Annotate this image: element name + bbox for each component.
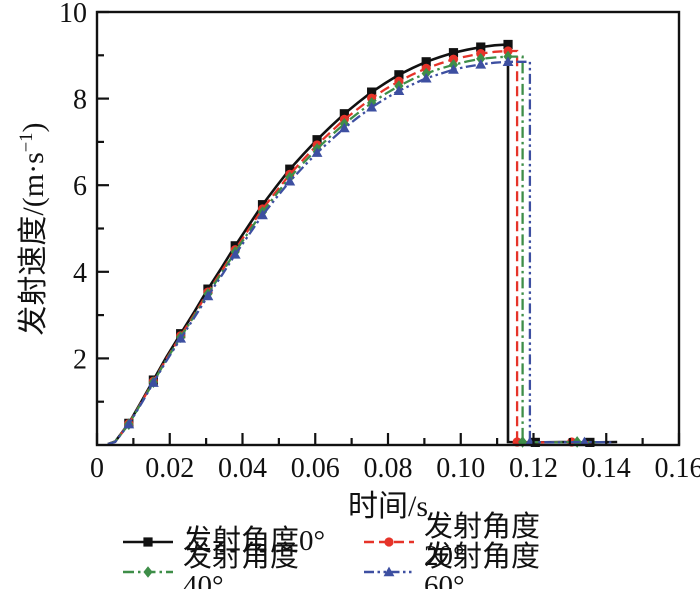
x-tick-label: 0.10: [436, 453, 485, 484]
legend-key-0: [123, 536, 173, 547]
series-2-markers: [124, 50, 582, 448]
y-tick-labels: 2 4 6 8 10: [59, 0, 87, 375]
y-axis-label-text: 发射速度/(m·s: [17, 152, 50, 336]
legend-key-1: [364, 536, 414, 547]
series-3-line: [107, 60, 612, 446]
legend-key-3: [364, 566, 414, 576]
y-axis-label-superscript: −1: [16, 132, 37, 153]
legend-label-2: 发射角度40°: [183, 540, 300, 589]
y-axis-label-suffix: ): [17, 122, 50, 133]
y-tick-label: 2: [73, 344, 87, 375]
y-axis-label: 发射速度/(m·s−1): [8, 122, 52, 335]
plot-border: [95, 10, 681, 447]
x-tick-label: 0.08: [364, 453, 413, 484]
legend-item-2: 发射角度40°: [122, 542, 337, 589]
series-2-line: [107, 55, 605, 446]
series-1-line: [107, 49, 600, 446]
x-tick-label: 0: [90, 453, 104, 484]
series-0-group: [107, 39, 618, 448]
x-tick-labels: 0 0.02 0.04 0.06 0.08 0.10 0.12 0.14 0.16: [90, 453, 700, 484]
legend-label-1: 发射角度20°: [424, 510, 541, 572]
y-tick-label: 4: [73, 258, 87, 289]
axis-ticks: [95, 10, 681, 445]
y-tick-label: 6: [73, 171, 87, 202]
legend-item-0: 发射角度0°: [122, 527, 337, 556]
series-3-group: [107, 56, 612, 447]
x-tick-label: 0.16: [655, 453, 700, 484]
legend-label-0: 发射角度0°: [183, 525, 326, 557]
y-tick-label: 8: [73, 85, 87, 116]
x-tick-label: 0.12: [509, 453, 558, 484]
legend-key-2: [123, 565, 173, 578]
x-tick-label: 0.02: [145, 453, 194, 484]
x-tick-label: 0.06: [291, 453, 340, 484]
legend-label-3: 发射角度60°: [424, 540, 541, 589]
legend-item-3: 发射角度60°: [363, 542, 578, 589]
x-axis-label: 时间/s: [347, 490, 428, 523]
chart-legend: 发射角度0° 发射角度20° 发射角度40° 发射角度60°: [0, 512, 700, 589]
legend-item-1: 发射角度20°: [363, 512, 578, 570]
x-tick-label: 0.04: [218, 453, 267, 484]
y-tick-label: 10: [59, 0, 87, 29]
x-tick-label: 0.14: [582, 453, 631, 484]
series-3-markers: [123, 56, 590, 447]
